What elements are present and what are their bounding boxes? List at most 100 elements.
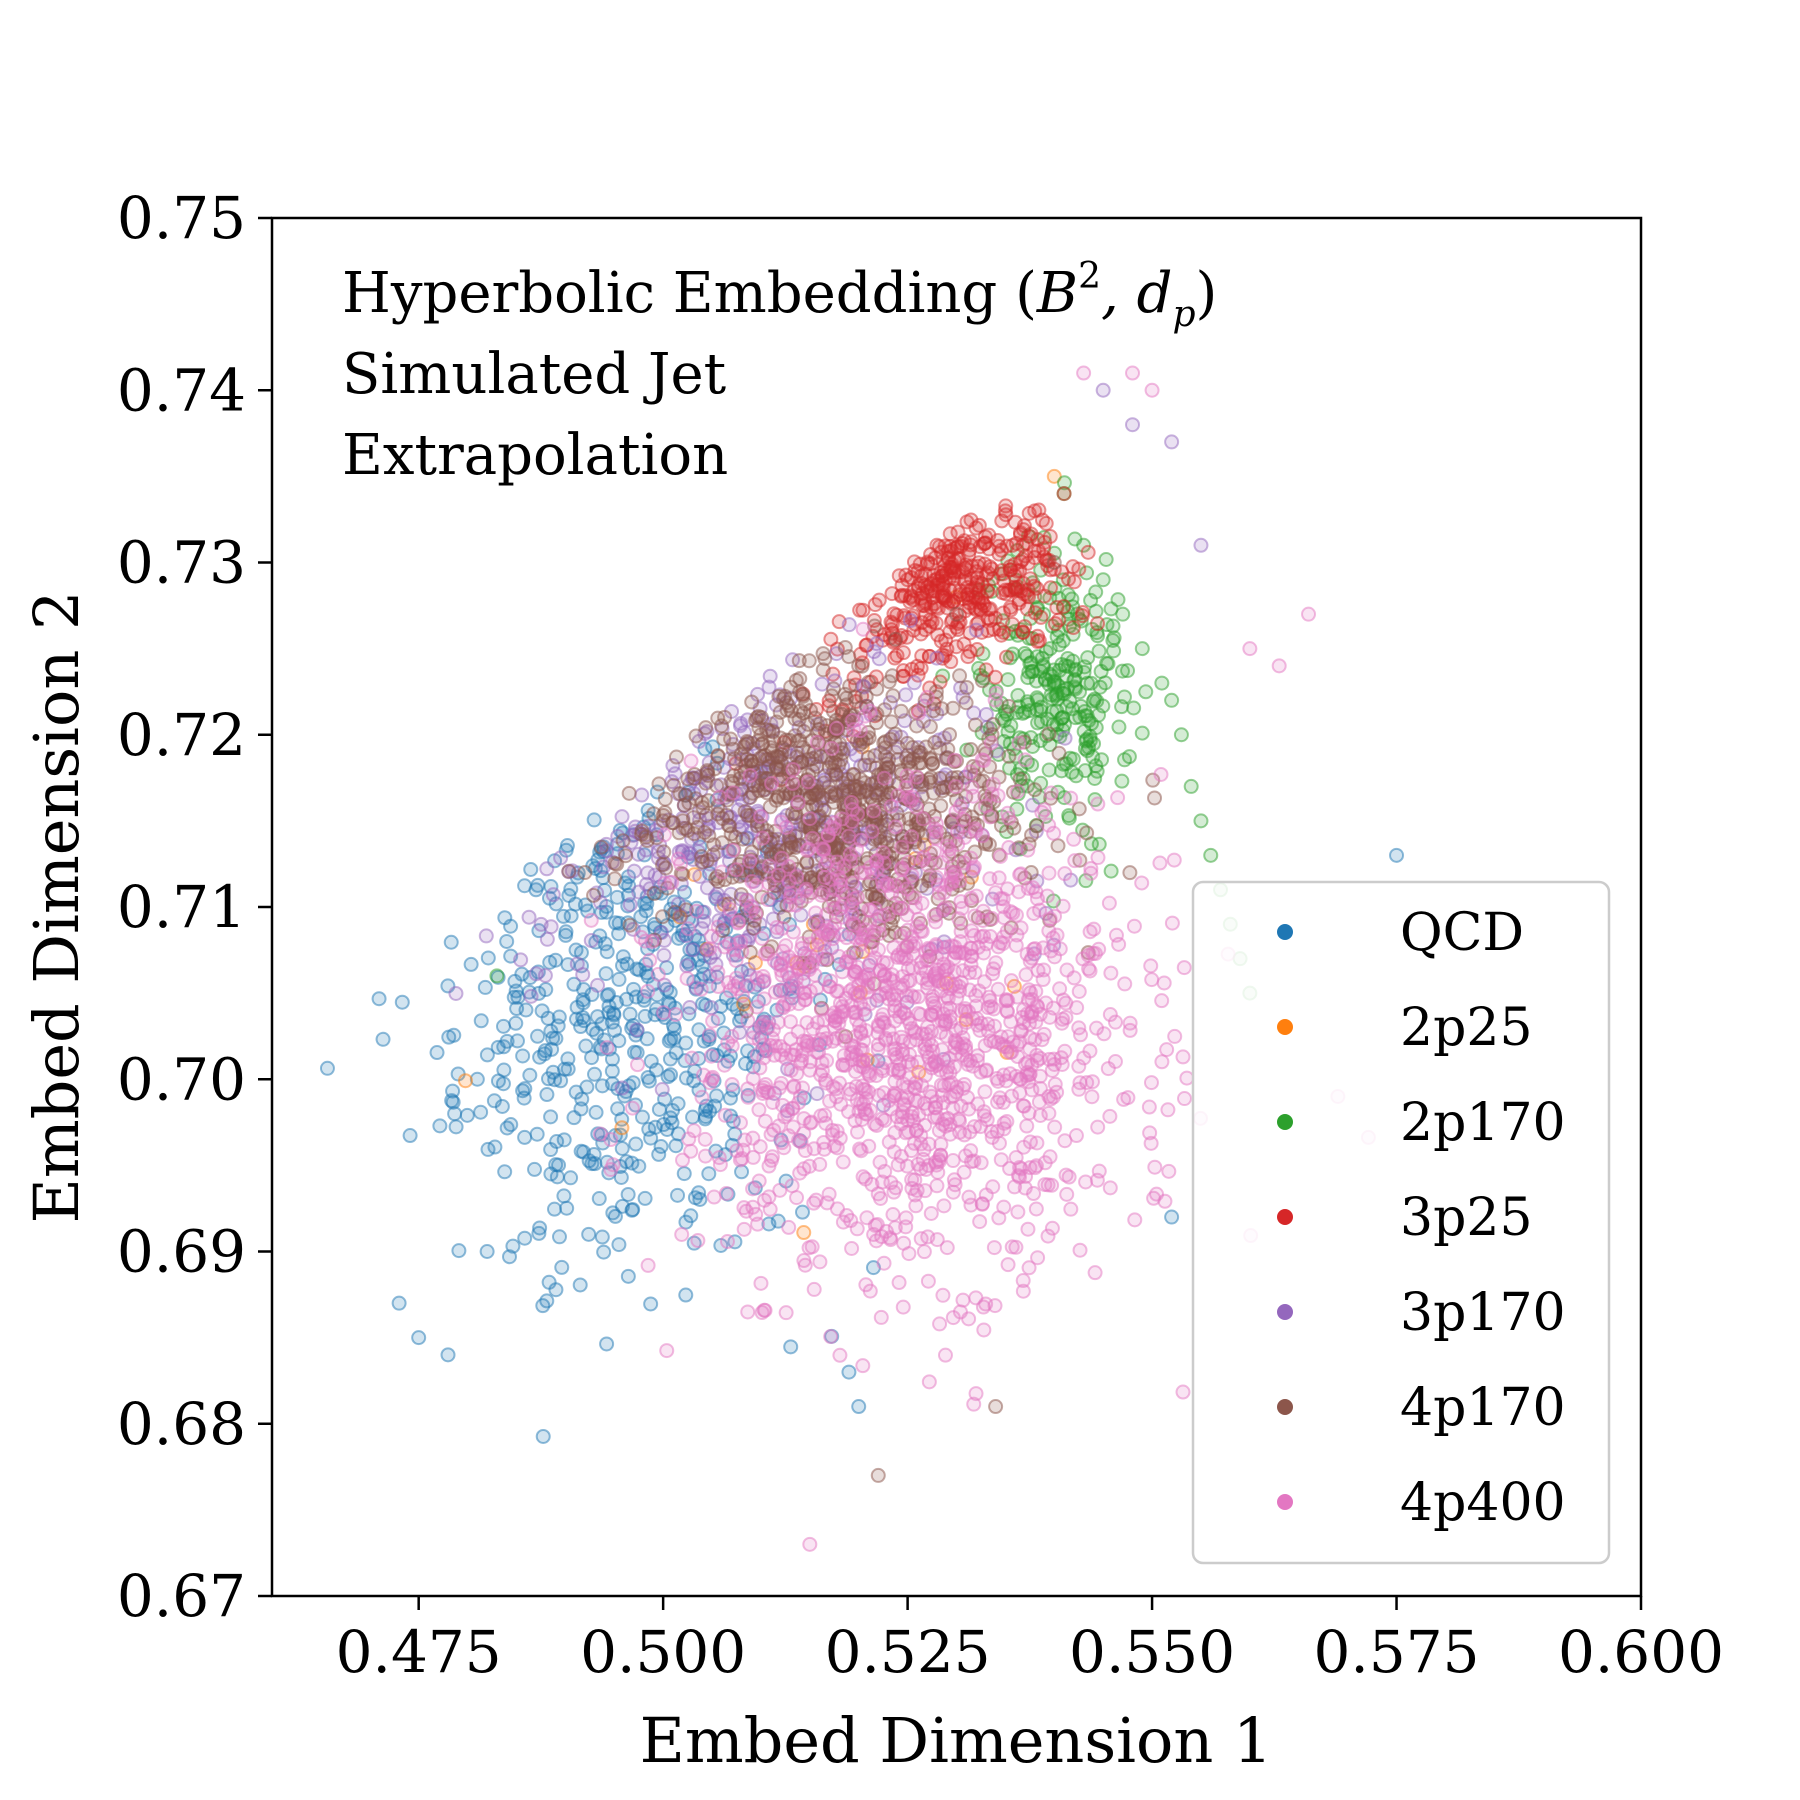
- series-6-point: [633, 929, 649, 945]
- series-6-point: [891, 1275, 907, 1291]
- series-0-point: [841, 1364, 857, 1380]
- series-0-point: [670, 1187, 686, 1203]
- series-6-point: [778, 1050, 794, 1066]
- series-0-point: [528, 882, 544, 898]
- series-6-point: [966, 1119, 982, 1135]
- series-6-point: [1017, 1180, 1033, 1196]
- series-6-point: [970, 1096, 986, 1112]
- series-0-point: [572, 1277, 588, 1293]
- series-6-point: [853, 1096, 869, 1112]
- series-6-point: [945, 1088, 961, 1104]
- series-6-point: [724, 1076, 740, 1092]
- series-6-point: [984, 786, 1000, 802]
- series-4-point: [614, 1080, 630, 1096]
- series-2-point: [1059, 699, 1075, 715]
- series-2-point: [1022, 703, 1038, 719]
- series-6-point: [730, 914, 746, 930]
- series-6-point: [761, 1189, 777, 1205]
- series-0-point: [559, 838, 575, 854]
- series-6-point: [1059, 1186, 1075, 1202]
- series-6-point: [795, 936, 811, 952]
- series-6-point: [683, 753, 699, 769]
- series-6-point: [978, 1187, 994, 1203]
- series-6-point: [603, 1162, 619, 1178]
- series-6-point: [939, 1240, 955, 1256]
- series-6-point: [1084, 1074, 1100, 1090]
- series-2-point: [1049, 629, 1065, 645]
- series-0-point: [539, 1293, 555, 1309]
- series-6-point: [1083, 861, 1099, 877]
- series-5-point: [714, 718, 730, 734]
- series-4-point: [630, 846, 646, 862]
- series-6-point: [752, 1139, 768, 1155]
- series-2-point: [1098, 551, 1114, 567]
- series-6-point: [904, 1172, 920, 1188]
- series-6-point: [756, 1014, 772, 1030]
- series-4-point: [906, 675, 922, 691]
- series-0-point: [459, 1107, 475, 1123]
- series-4-point: [521, 909, 537, 925]
- series-6-point: [744, 873, 760, 889]
- y-tick-label: 0.68: [117, 1390, 246, 1458]
- series-5-point: [870, 1467, 886, 1483]
- series-5-point: [725, 741, 741, 757]
- series-6-point: [1142, 1125, 1158, 1141]
- series-0-point: [490, 1073, 506, 1089]
- series-6-point: [874, 1174, 890, 1190]
- series-6-point: [864, 824, 880, 840]
- series-3-point: [1074, 608, 1090, 624]
- series-2-point: [1121, 749, 1137, 765]
- series-6-point: [817, 870, 833, 886]
- series-4-point: [478, 928, 494, 944]
- series-6-point: [712, 1157, 728, 1173]
- series-2-point: [1041, 762, 1057, 778]
- series-5-point: [807, 710, 823, 726]
- series-6-point: [640, 983, 656, 999]
- series-6-point: [740, 1013, 756, 1029]
- series-6-point: [843, 1046, 859, 1062]
- series-2-point: [1154, 675, 1170, 691]
- series-6-point: [862, 996, 878, 1012]
- series-0-point: [573, 1019, 589, 1035]
- series-6-point: [853, 832, 869, 848]
- series-6-point: [1067, 853, 1083, 869]
- series-6-point: [806, 1281, 822, 1297]
- series-0-point: [676, 1166, 692, 1182]
- series-6-point: [934, 855, 950, 871]
- series-4-point: [692, 868, 708, 884]
- series-0-point: [473, 1013, 489, 1029]
- series-6-point: [814, 1055, 830, 1071]
- series-5-point: [1012, 771, 1028, 787]
- series-0-point: [581, 1226, 597, 1242]
- series-6-point: [728, 952, 744, 968]
- series-2-point: [1068, 661, 1084, 677]
- series-6-point: [1090, 796, 1106, 812]
- series-6-point: [887, 1220, 903, 1236]
- series-6-point: [966, 859, 982, 875]
- series-2-point: [1138, 684, 1154, 700]
- series-6-point: [1030, 1250, 1046, 1266]
- series-6-point: [792, 1088, 808, 1104]
- series-5-point: [967, 717, 983, 733]
- series-5-point: [922, 719, 938, 735]
- series-6-point: [895, 1299, 911, 1315]
- series-6-point: [1164, 915, 1180, 931]
- series-6-point: [693, 981, 709, 997]
- series-6-point: [972, 1022, 988, 1038]
- series-4-point: [545, 887, 561, 903]
- series-5-point: [738, 736, 754, 752]
- series-3-point: [1056, 486, 1072, 502]
- series-6-point: [896, 1235, 912, 1251]
- series-6-point: [1028, 1158, 1044, 1174]
- series-4-point: [513, 952, 529, 968]
- series-5-point: [893, 703, 909, 719]
- series-6-point: [815, 884, 831, 900]
- series-6-point: [1029, 1047, 1045, 1063]
- series-6-point: [1063, 1201, 1079, 1217]
- series-6-point: [886, 991, 902, 1007]
- series-0-point: [626, 981, 642, 997]
- series-2-point: [1114, 773, 1130, 789]
- series-5-point: [1027, 782, 1043, 798]
- series-6-point: [818, 857, 834, 873]
- series-6-point: [815, 842, 831, 858]
